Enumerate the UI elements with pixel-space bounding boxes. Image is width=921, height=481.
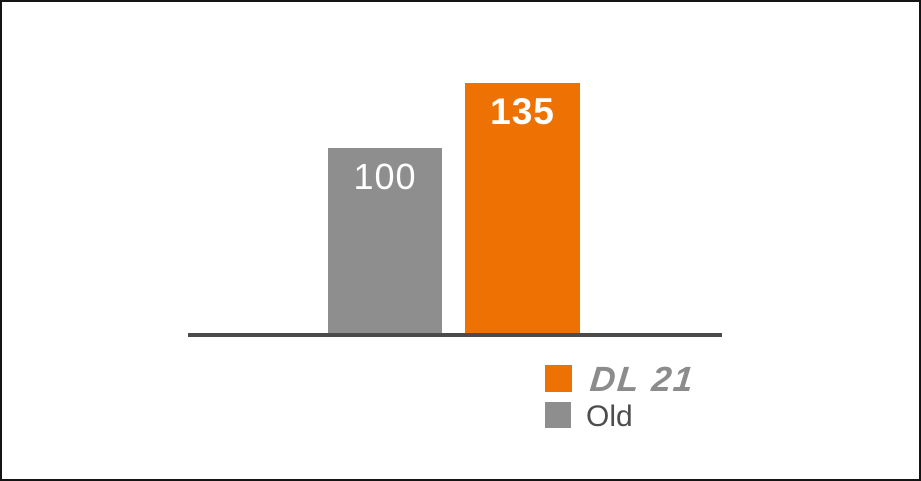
legend-swatch-dl21 (545, 365, 572, 392)
legend-label-dl21: DL 21 (588, 360, 697, 399)
legend-label-old: Old (586, 400, 633, 433)
bar-value-label-old: 100 (353, 156, 417, 197)
bar-value-label-dl21: 135 (490, 91, 555, 132)
bar-dl21: 135 (465, 83, 580, 333)
bar-old: 100 (328, 148, 442, 333)
legend-swatch-old (545, 402, 571, 428)
x-axis-line (188, 333, 722, 337)
